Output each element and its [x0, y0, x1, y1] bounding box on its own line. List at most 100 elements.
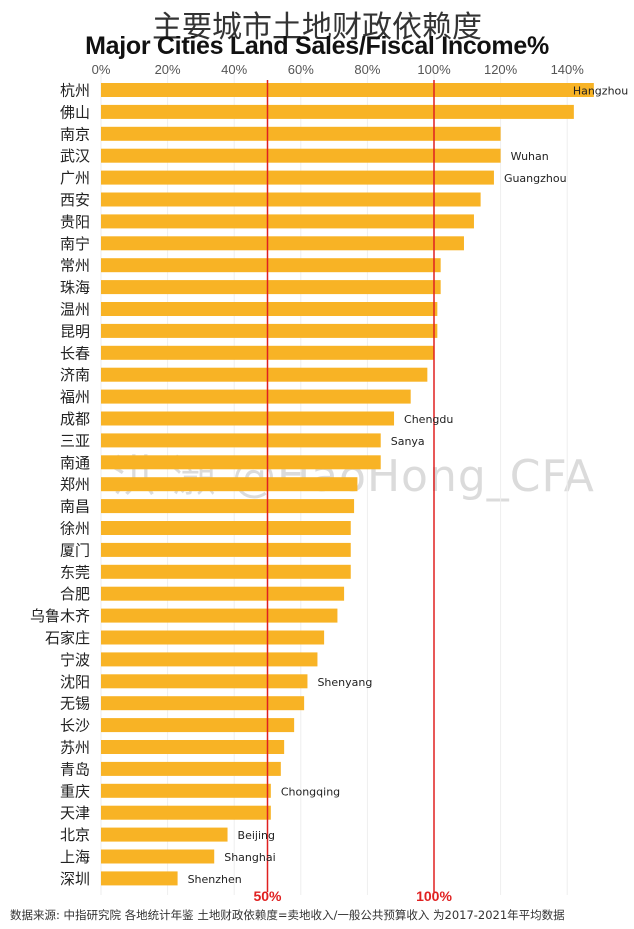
city-annotation: Beijing: [238, 829, 275, 842]
category-label: 南京: [60, 125, 90, 143]
category-label: 郑州: [60, 476, 90, 494]
city-annotation: Chongqing: [281, 785, 340, 798]
bar: [101, 827, 228, 842]
category-label: 佛山: [60, 103, 90, 121]
bar: [101, 477, 358, 492]
category-label: 常州: [60, 257, 90, 275]
category-label: 西安: [60, 191, 90, 209]
x-tick-label: 60%: [288, 62, 314, 77]
category-label: 昆明: [60, 322, 90, 340]
category-label: 珠海: [60, 279, 90, 297]
category-label: 成都: [60, 410, 90, 428]
bar: [101, 608, 338, 623]
city-annotation: Guangzhou: [504, 172, 567, 185]
bar: [101, 805, 271, 820]
category-label: 长沙: [60, 717, 90, 735]
source-note: 数据来源: 中指研究院 各地统计年鉴 土地财政依赖度=卖地收入/一般公共预算收入…: [10, 908, 565, 922]
x-tick-label: 20%: [155, 62, 181, 77]
reference-line-label: 100%: [416, 888, 452, 904]
category-label: 乌鲁木齐: [30, 607, 90, 625]
category-label: 三亚: [60, 432, 90, 450]
category-label: 南宁: [60, 235, 90, 253]
bar: [101, 849, 215, 864]
category-label: 沈阳: [60, 673, 90, 691]
city-annotation: Hangzhou: [573, 85, 628, 98]
category-label: 温州: [60, 301, 90, 319]
bar: [101, 389, 411, 404]
bar: [101, 411, 395, 426]
city-annotation: Wuhan: [511, 150, 549, 163]
bar: [101, 236, 464, 251]
city-annotation: Shanghai: [224, 851, 275, 864]
category-label: 无锡: [60, 695, 90, 713]
bar: [101, 280, 441, 295]
reference-line-layer: [266, 80, 435, 892]
x-tick-label: 100%: [417, 62, 451, 77]
bar: [101, 214, 474, 229]
x-tick-label: 140%: [551, 62, 585, 77]
category-label: 天津: [60, 804, 90, 822]
chart-title-chinese: 主要城市土地财政依赖度: [152, 10, 482, 45]
bar: [101, 696, 305, 711]
bar: [101, 564, 351, 579]
city-annotation: Chengdu: [404, 413, 453, 426]
category-label: 东莞: [60, 563, 90, 581]
bar: [101, 499, 355, 514]
bar: [101, 521, 351, 535]
chart-title-english: Major Cities Land Sales/Fiscal Income%: [85, 32, 549, 60]
x-tick-label: 80%: [354, 62, 380, 77]
bar: [101, 586, 345, 601]
bar: [101, 674, 308, 689]
category-label: 广州: [60, 169, 90, 187]
x-tick-label: 0%: [92, 62, 111, 77]
bar: [101, 740, 285, 754]
bar: [101, 104, 574, 119]
bar: [101, 83, 594, 97]
bar: [101, 367, 428, 382]
category-label: 长春: [60, 344, 90, 362]
reference-line-label: 50%: [253, 888, 282, 904]
category-label: 武汉: [60, 147, 90, 165]
bar: [101, 542, 351, 557]
category-label: 重庆: [60, 782, 90, 800]
category-label: 徐州: [60, 520, 90, 538]
bar: [101, 148, 501, 163]
bar: [101, 170, 494, 185]
bar: [101, 126, 501, 141]
bar-layer: [101, 83, 594, 886]
category-label: 宁波: [60, 651, 90, 669]
category-label: 南昌: [60, 498, 90, 516]
category-label: 苏州: [60, 739, 90, 757]
bar: [101, 323, 438, 338]
category-label: 南通: [60, 454, 90, 472]
bar: [101, 783, 271, 798]
category-label: 合肥: [60, 585, 90, 603]
city-annotation: Sanya: [391, 435, 425, 448]
category-label: 厦门: [60, 541, 90, 559]
category-label: 济南: [60, 366, 90, 384]
bar: [101, 192, 481, 207]
category-label: 贵阳: [60, 213, 90, 231]
category-label: 福州: [60, 388, 90, 406]
category-label: 杭州: [60, 82, 90, 100]
category-label: 石家庄: [45, 629, 90, 647]
city-annotation: Shenzhen: [188, 873, 242, 886]
bar: [101, 652, 318, 667]
x-tick-label: 120%: [484, 62, 518, 77]
bar: [101, 258, 441, 273]
category-label: 深圳: [60, 870, 90, 888]
bar: [101, 433, 381, 448]
bar: [101, 761, 281, 776]
bar: [101, 871, 178, 886]
category-label: 北京: [60, 826, 90, 844]
bar: [101, 718, 295, 733]
category-label: 上海: [60, 848, 90, 866]
bar: [101, 455, 381, 470]
category-label: 青岛: [60, 760, 90, 778]
bar: [101, 630, 325, 645]
city-annotation: Shenyang: [317, 676, 372, 689]
label-layer: 0% 20% 40% 60% 80% 100% 120% 140% 杭州 Hangzhou 佛山南京…: [30, 62, 628, 904]
x-tick-label: 40%: [221, 62, 247, 77]
bar: [101, 302, 438, 316]
